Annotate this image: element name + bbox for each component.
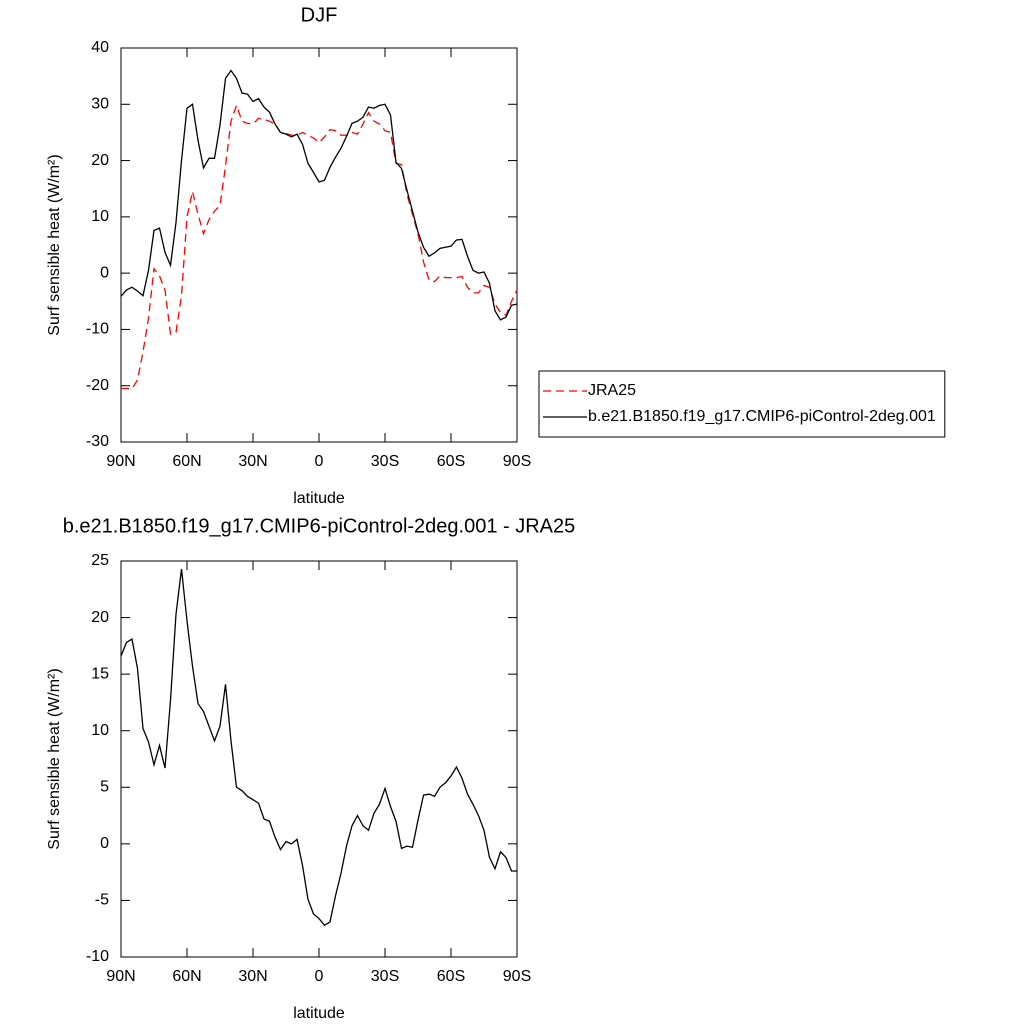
x-axis-label: latitude [293, 1005, 345, 1022]
y-axis-label: Surf sensible heat (W/m²) [46, 154, 63, 335]
y-tick-label: 40 [91, 39, 109, 56]
x-tick-label: 30S [371, 968, 399, 985]
x-tick-label: 60S [437, 453, 465, 470]
y-axis-label: Surf sensible heat (W/m²) [46, 668, 63, 849]
data-line [120, 69, 518, 321]
y-tick-label: 10 [91, 208, 109, 225]
plot-frame [120, 560, 518, 958]
data-line [121, 103, 518, 390]
x-tick-label: 30N [238, 453, 267, 470]
x-axis-label: latitude [293, 490, 345, 507]
x-tick-label: 90S [503, 968, 531, 985]
y-tick-label: 5 [100, 779, 109, 796]
plot-frame [120, 47, 518, 443]
chart-title: b.e21.B1850.f19_g17.CMIP6-piControl-2deg… [63, 515, 576, 537]
x-tick-label: 60N [172, 968, 201, 985]
y-tick-label: -20 [86, 377, 109, 394]
x-tick-label: 60S [437, 968, 465, 985]
x-tick-label: 90N [106, 453, 135, 470]
y-tick-label: 30 [91, 96, 109, 113]
y-tick-label: -10 [86, 321, 109, 338]
y-tick-label: 0 [100, 264, 109, 281]
x-tick-label: 0 [315, 968, 324, 985]
y-tick-label: 15 [91, 665, 109, 682]
y-tick-label: 10 [91, 722, 109, 739]
y-tick-label: -5 [95, 892, 109, 909]
y-tick-label: 20 [91, 609, 109, 626]
x-tick-label: 0 [315, 453, 324, 470]
x-tick-label: 30S [371, 453, 399, 470]
y-tick-label: 0 [100, 835, 109, 852]
legend: JRA25 b.e21.B1850.f19_g17.CMIP6-piControl… [538, 370, 946, 438]
legend-box [538, 370, 946, 438]
y-tick-label: -30 [86, 433, 109, 450]
y-tick-label: 20 [91, 152, 109, 169]
legend-label: JRA25 [588, 382, 636, 399]
chart-title: DJF [301, 4, 338, 26]
y-tick-label: 25 [91, 552, 109, 569]
y-tick-label: -10 [86, 948, 109, 965]
data-line [120, 568, 517, 927]
x-tick-label: 90S [503, 453, 531, 470]
x-tick-label: 90N [106, 968, 135, 985]
legend-label: b.e21.B1850.f19_g17.CMIP6-piControl-2deg… [588, 408, 936, 425]
x-tick-label: 30N [238, 968, 267, 985]
x-tick-label: 60N [172, 453, 201, 470]
